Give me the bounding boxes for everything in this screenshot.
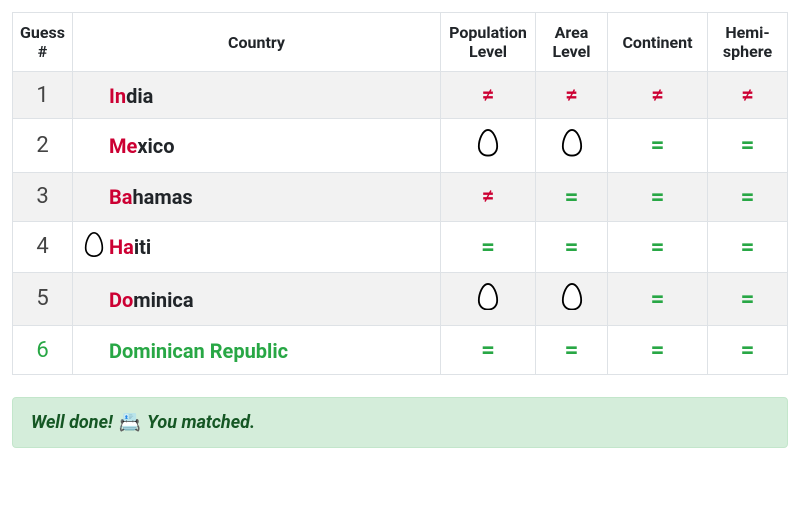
col-area: Area Level [536, 13, 608, 72]
equal-icon: = [741, 183, 755, 211]
guess-number: 5 [13, 272, 73, 326]
col-continent: Continent [608, 13, 708, 72]
guess-number: 3 [13, 172, 73, 221]
country-prefix: Ha [109, 235, 134, 259]
col-population: Population Level [441, 13, 536, 72]
guess-table: Guess # Country Population Level Area Le… [12, 12, 788, 375]
equal-icon: = [565, 336, 579, 364]
table-row: 2 Mexico = = [13, 119, 788, 173]
country-name: India [109, 84, 153, 108]
table-row: 1 India ≠ ≠ ≠ ≠ [13, 72, 788, 119]
cell-continent: = [608, 119, 708, 173]
cell-area: = [536, 221, 608, 272]
cell-population [441, 119, 536, 173]
equal-icon: = [481, 233, 495, 261]
country-rest: minica [133, 288, 193, 312]
country-prefix: Me [109, 134, 137, 158]
country-prefix: Do [109, 339, 133, 363]
not-equal-icon: ≠ [482, 184, 495, 209]
egg-icon [561, 129, 583, 157]
egg-icon [84, 232, 104, 257]
country-prefix: Do [109, 288, 133, 312]
country-rest: xico [137, 134, 174, 158]
country-name: Dominican Republic [109, 339, 288, 363]
equal-icon: = [481, 336, 495, 364]
guess-number: 4 [13, 221, 73, 272]
egg-icon [477, 129, 499, 157]
guess-number: 1 [13, 72, 73, 119]
equal-icon: = [565, 183, 579, 211]
cell-population: = [441, 326, 536, 375]
banner-text-before: Well done! [31, 412, 113, 433]
country-cell: Dominican Republic [73, 326, 441, 375]
equal-icon: = [565, 233, 579, 261]
cell-area: = [536, 326, 608, 375]
table-row: 4 Haiti = = = = [13, 221, 788, 272]
guess-number: 2 [13, 119, 73, 173]
egg-icon [477, 283, 499, 311]
equal-icon: = [651, 285, 665, 313]
country-rest: hamas [132, 185, 192, 209]
table-row: 6 Dominican Republic = = = = [13, 326, 788, 375]
trophy-icon: 📇 [119, 412, 141, 433]
equal-icon: = [651, 183, 665, 211]
equal-icon: = [651, 336, 665, 364]
country-rest: dia [126, 84, 153, 108]
country-name: Dominica [109, 288, 194, 312]
header-row: Guess # Country Population Level Area Le… [13, 13, 788, 72]
cell-hemisphere: = [708, 172, 788, 221]
col-hemisphere: Hemi-sphere [708, 13, 788, 72]
country-rest: iti [134, 235, 151, 259]
equal-icon: = [741, 233, 755, 261]
cell-continent: = [608, 272, 708, 326]
equal-icon: = [741, 336, 755, 364]
equal-icon: = [651, 233, 665, 261]
col-guess: Guess # [13, 13, 73, 72]
cell-population [441, 272, 536, 326]
country-prefix: Ba [109, 185, 132, 209]
not-equal-icon: ≠ [651, 83, 664, 108]
country-rest: minican Republic [133, 339, 288, 363]
equal-icon: = [651, 131, 665, 159]
equal-icon: = [741, 285, 755, 313]
banner-text-after: You matched. [147, 412, 255, 433]
guess-number: 6 [13, 326, 73, 375]
cell-hemisphere: = [708, 119, 788, 173]
col-country: Country [73, 13, 441, 72]
cell-population: = [441, 221, 536, 272]
table-row: 5 Dominica = = [13, 272, 788, 326]
cell-hemisphere: ≠ [708, 72, 788, 119]
cell-hemisphere: = [708, 326, 788, 375]
country-cell: Dominica [73, 272, 441, 326]
country-name: Haiti [109, 235, 151, 259]
cell-continent: = [608, 172, 708, 221]
cell-area: ≠ [536, 72, 608, 119]
success-banner: Well done! 📇 You matched. [12, 397, 788, 448]
cell-hemisphere: = [708, 221, 788, 272]
cell-continent: = [608, 326, 708, 375]
country-prefix: In [109, 84, 126, 108]
cell-area: = [536, 172, 608, 221]
table-row: 3 Bahamas ≠ = = = [13, 172, 788, 221]
egg-icon [561, 283, 583, 311]
country-name: Bahamas [109, 185, 193, 209]
country-name: Mexico [109, 134, 175, 158]
not-equal-icon: ≠ [482, 83, 495, 108]
equal-icon: = [741, 131, 755, 159]
cell-continent: = [608, 221, 708, 272]
country-cell: India [73, 72, 441, 119]
cell-hemisphere: = [708, 272, 788, 326]
cell-population: ≠ [441, 172, 536, 221]
cell-area [536, 119, 608, 173]
cell-area [536, 272, 608, 326]
not-equal-icon: ≠ [565, 83, 578, 108]
cell-population: ≠ [441, 72, 536, 119]
country-cell: Mexico [73, 119, 441, 173]
not-equal-icon: ≠ [741, 83, 754, 108]
cell-continent: ≠ [608, 72, 708, 119]
country-cell: Bahamas [73, 172, 441, 221]
country-cell: Haiti [73, 221, 441, 272]
